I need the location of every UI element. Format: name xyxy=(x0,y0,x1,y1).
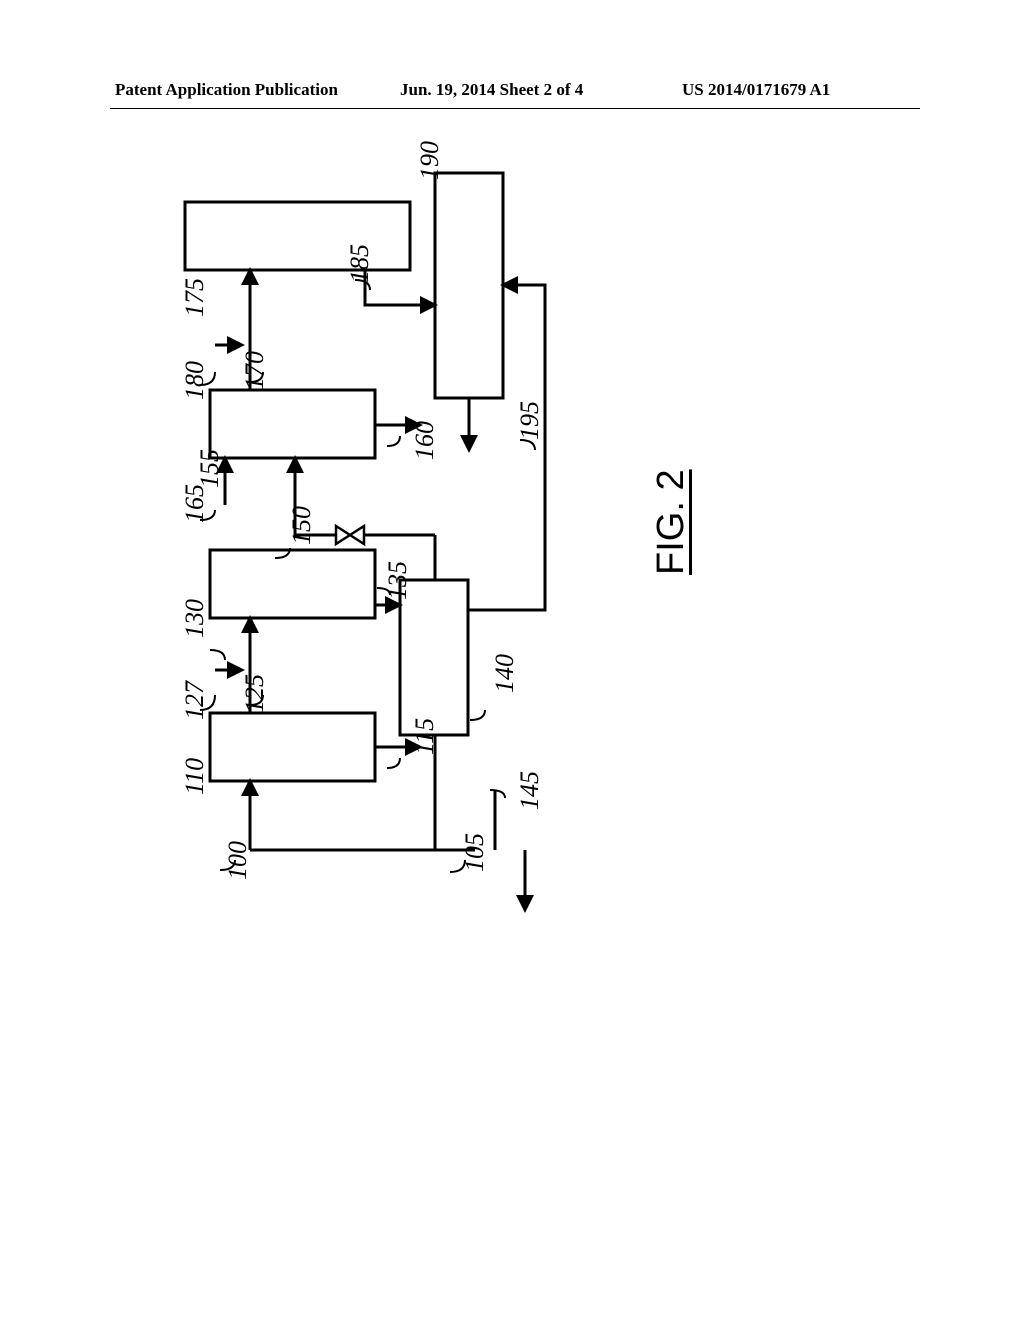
ref-numeral: 150 xyxy=(287,506,317,545)
ref-numeral: 170 xyxy=(240,351,270,390)
ref-numeral: 115 xyxy=(410,718,440,755)
ref-numeral: 135 xyxy=(383,561,413,600)
ref-numeral: 195 xyxy=(515,401,545,440)
figure-2: 100 105 110 115 125 127 130 135 140 145 150 155 160 1… xyxy=(165,150,865,1150)
ref-numeral: 100 xyxy=(223,841,253,880)
ref-numeral: 145 xyxy=(515,771,545,810)
figure-title: FIG. 2 xyxy=(650,469,693,575)
ref-numeral: 127 xyxy=(180,681,210,720)
header-left: Patent Application Publication xyxy=(115,80,338,100)
ref-numeral: 160 xyxy=(410,421,440,460)
header-right: US 2014/0171679 A1 xyxy=(682,80,830,100)
ref-numeral: 130 xyxy=(180,599,210,638)
page: Patent Application Publication Jun. 19, … xyxy=(0,0,1024,1320)
page-header: Patent Application Publication Jun. 19, … xyxy=(0,80,1024,110)
ref-numeral: 190 xyxy=(415,141,445,180)
header-center: Jun. 19, 2014 Sheet 2 of 4 xyxy=(400,80,583,100)
ref-numeral: 175 xyxy=(180,278,210,317)
ref-numeral: 155 xyxy=(195,449,225,488)
ref-numeral: 165 xyxy=(180,484,210,523)
ref-numeral: 110 xyxy=(180,758,210,795)
diagram-svg xyxy=(165,150,865,1150)
header-rule xyxy=(110,108,920,109)
ref-numeral: 185 xyxy=(345,244,375,283)
ref-numeral: 105 xyxy=(460,833,490,872)
ref-numeral: 125 xyxy=(240,674,270,713)
ref-numeral: 180 xyxy=(180,361,210,400)
ref-numeral: 140 xyxy=(490,654,520,693)
